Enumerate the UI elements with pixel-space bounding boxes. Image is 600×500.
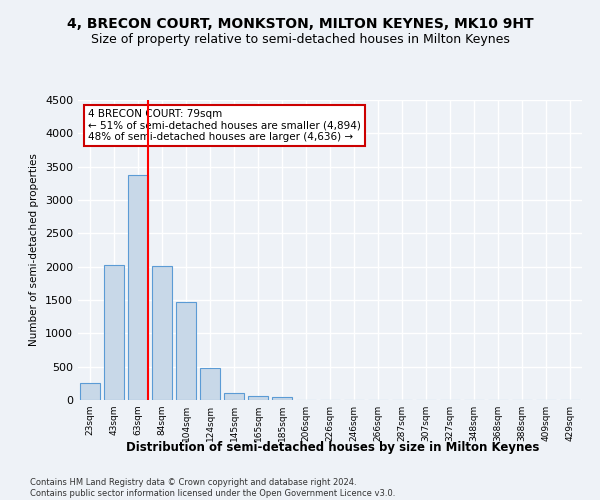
Bar [152,266,172,400]
Bar [248,396,268,400]
Bar [272,396,292,400]
Bar [80,383,100,400]
Bar [176,302,196,400]
Text: 4 BRECON COURT: 79sqm
← 51% of semi-detached houses are smaller (4,894)
48% of s: 4 BRECON COURT: 79sqm ← 51% of semi-deta… [88,109,361,142]
Bar [200,368,220,400]
Text: 4, BRECON COURT, MONKSTON, MILTON KEYNES, MK10 9HT: 4, BRECON COURT, MONKSTON, MILTON KEYNES… [67,18,533,32]
Text: Distribution of semi-detached houses by size in Milton Keynes: Distribution of semi-detached houses by … [127,441,539,454]
Bar [104,264,124,400]
Text: Contains HM Land Registry data © Crown copyright and database right 2024.
Contai: Contains HM Land Registry data © Crown c… [30,478,395,498]
Bar [224,393,244,400]
Bar [128,176,148,400]
Y-axis label: Number of semi-detached properties: Number of semi-detached properties [29,154,40,346]
Text: Size of property relative to semi-detached houses in Milton Keynes: Size of property relative to semi-detach… [91,32,509,46]
